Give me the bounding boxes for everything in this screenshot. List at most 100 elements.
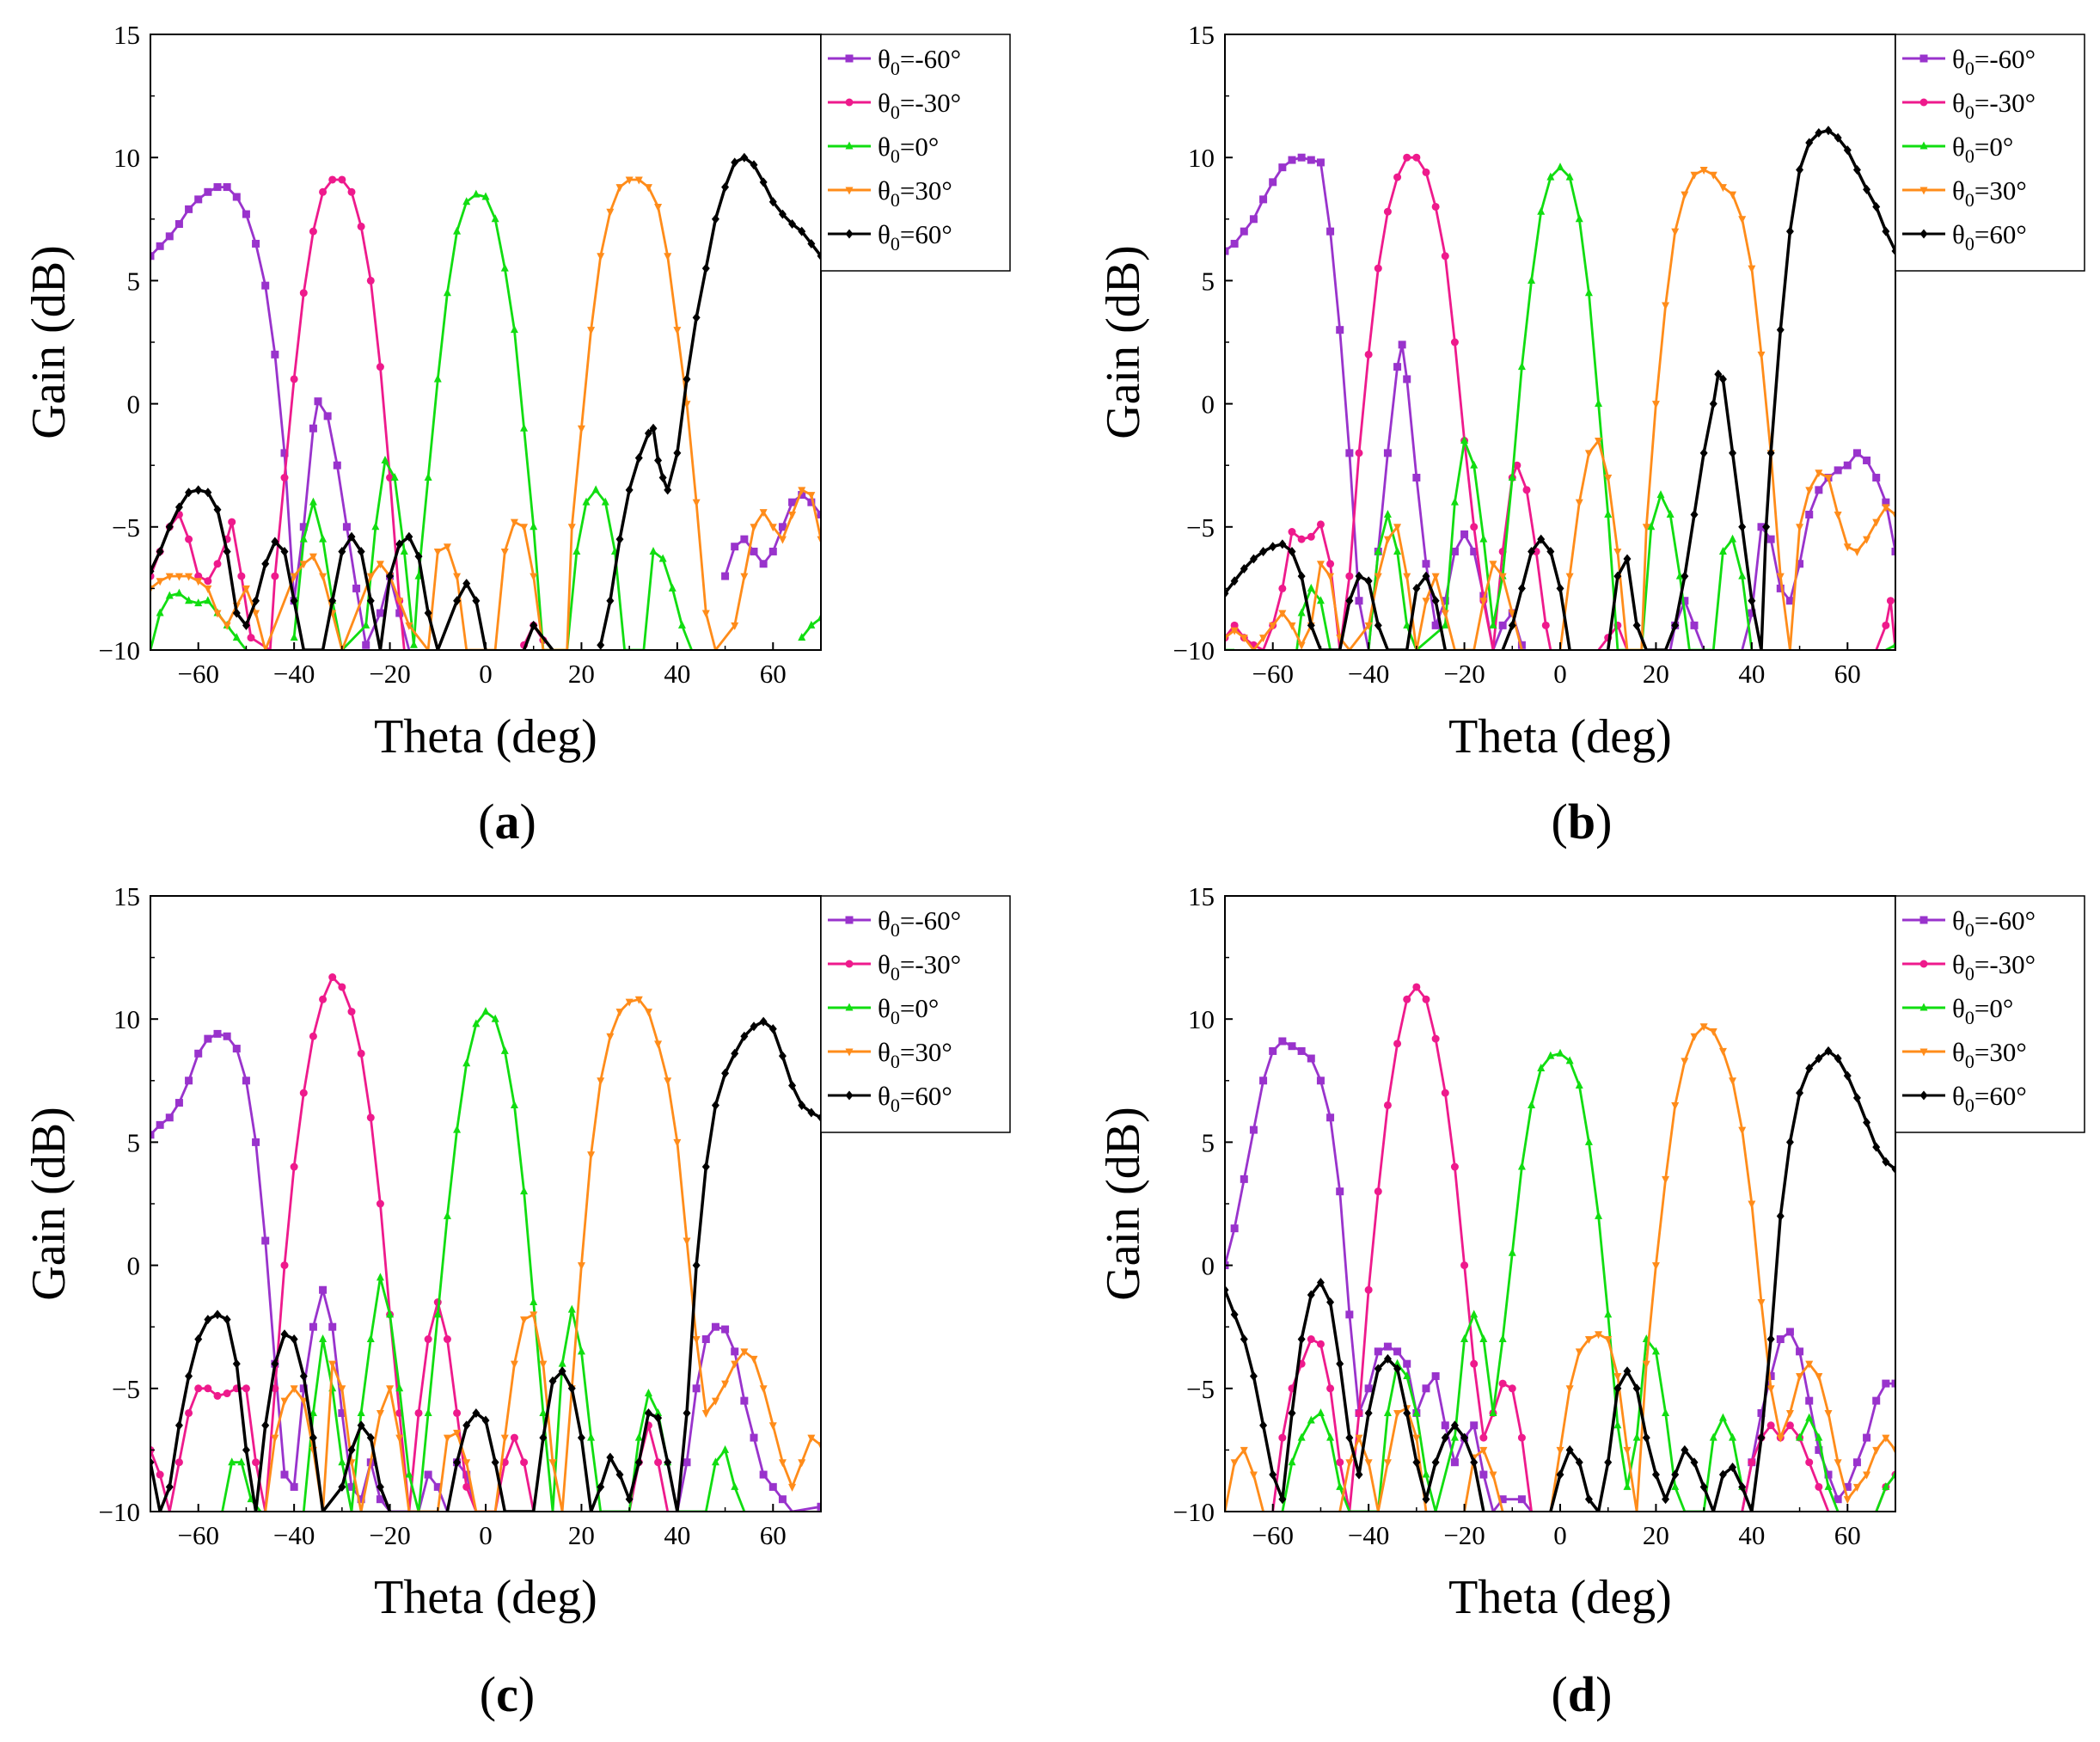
data-point bbox=[242, 620, 250, 630]
legend-label: θ0=-30° bbox=[1952, 949, 2036, 984]
data-point bbox=[213, 560, 222, 568]
chart-panel-1: −60 −40 −20 0 20 40 60 −10 −5 0 5 10 15 Theta (deg) Ga… bbox=[22, 20, 1011, 850]
data-point bbox=[1613, 1372, 1622, 1381]
data-point bbox=[1326, 1297, 1335, 1308]
data-point bbox=[1891, 511, 1895, 519]
data-point bbox=[1450, 497, 1459, 506]
y-tick-label: −10 bbox=[1173, 1497, 1215, 1527]
data-point bbox=[323, 412, 332, 420]
x-tick-label: 20 bbox=[568, 1520, 595, 1550]
data-point bbox=[1269, 1046, 1277, 1055]
data-point bbox=[740, 1348, 749, 1357]
data-point bbox=[472, 1019, 481, 1027]
data-point bbox=[1441, 610, 1449, 618]
data-point bbox=[1422, 560, 1430, 568]
data-point bbox=[204, 585, 212, 593]
data-point bbox=[1450, 1432, 1459, 1441]
data-point bbox=[1393, 524, 1402, 532]
data-point bbox=[1834, 1495, 1842, 1504]
data-point bbox=[237, 1457, 246, 1466]
data-point bbox=[1345, 596, 1354, 606]
data-point bbox=[1364, 1285, 1373, 1294]
data-point bbox=[1546, 1051, 1555, 1059]
data-point bbox=[1225, 247, 1229, 255]
data-point bbox=[788, 1483, 797, 1492]
data-point bbox=[1470, 460, 1479, 469]
data-point bbox=[1383, 1353, 1392, 1364]
data-point bbox=[1383, 536, 1392, 544]
data-point bbox=[185, 596, 193, 604]
data-point bbox=[1738, 216, 1747, 224]
data-point bbox=[271, 572, 279, 580]
data-point bbox=[625, 998, 634, 1007]
data-point bbox=[788, 498, 797, 506]
data-point bbox=[228, 518, 236, 526]
data-point bbox=[1662, 302, 1670, 310]
x-tick-label: 40 bbox=[1738, 1520, 1765, 1550]
data-point bbox=[1863, 1433, 1871, 1442]
x-tick-label: 40 bbox=[664, 1520, 690, 1550]
data-point bbox=[768, 524, 777, 532]
data-point bbox=[342, 523, 351, 531]
data-point bbox=[644, 1408, 652, 1418]
data-point bbox=[1326, 573, 1335, 581]
data-point bbox=[1565, 1385, 1574, 1394]
series-5 bbox=[150, 1016, 821, 1512]
data-point bbox=[1671, 1101, 1680, 1110]
y-axis-title: Gain (dB) bbox=[1097, 245, 1150, 439]
data-point bbox=[1796, 524, 1804, 532]
data-point bbox=[1336, 1481, 1344, 1490]
data-point bbox=[1278, 539, 1287, 549]
data-point bbox=[1316, 1408, 1325, 1416]
data-point bbox=[252, 610, 260, 618]
data-point bbox=[1815, 128, 1823, 138]
data-point bbox=[443, 1211, 451, 1219]
data-point bbox=[1604, 509, 1613, 518]
data-point bbox=[390, 473, 399, 482]
data-point bbox=[692, 1260, 701, 1271]
data-point bbox=[1604, 1457, 1613, 1468]
data-point bbox=[1528, 546, 1536, 556]
data-point bbox=[577, 1346, 585, 1355]
y-tick-label: −10 bbox=[1173, 635, 1215, 666]
data-point bbox=[1748, 1200, 1756, 1209]
data-point bbox=[319, 534, 328, 543]
data-point bbox=[405, 622, 413, 630]
data-point bbox=[1259, 195, 1268, 204]
data-point bbox=[1805, 1413, 1814, 1421]
chart-panel-4: −60 −40 −20 0 20 40 60 −10 −5 0 5 10 15 Theta (deg) Ga… bbox=[1097, 881, 2085, 1722]
data-point bbox=[759, 509, 768, 518]
data-point bbox=[1537, 534, 1546, 544]
data-point bbox=[1863, 536, 1871, 544]
data-point bbox=[271, 1434, 279, 1443]
data-point bbox=[1403, 620, 1411, 629]
data-point bbox=[1307, 1415, 1315, 1424]
data-point bbox=[692, 499, 701, 507]
data-point bbox=[1776, 1434, 1785, 1443]
data-point bbox=[1230, 1310, 1239, 1320]
data-point bbox=[280, 474, 289, 482]
data-point bbox=[1326, 1384, 1335, 1393]
legend: θ0=-60° θ0=-30° θ0=0° θ0=30° θ0=60° bbox=[1895, 895, 2085, 1133]
data-point bbox=[472, 596, 481, 606]
data-point bbox=[433, 548, 442, 556]
data-point bbox=[1604, 1336, 1613, 1345]
data-point bbox=[1709, 399, 1717, 409]
y-tick-label: −5 bbox=[112, 1374, 140, 1404]
data-point bbox=[366, 596, 375, 606]
data-point bbox=[1681, 191, 1689, 199]
data-point bbox=[1355, 597, 1363, 605]
plot-area bbox=[1225, 126, 1895, 650]
data-point bbox=[1230, 239, 1239, 248]
data-point bbox=[156, 546, 164, 556]
x-tick-label: −20 bbox=[1443, 659, 1485, 689]
data-point bbox=[577, 1432, 585, 1443]
legend-entry: θ0=0° bbox=[1902, 993, 2013, 1028]
data-point bbox=[759, 1016, 768, 1027]
plot-frame bbox=[1224, 895, 1896, 1512]
data-point bbox=[683, 374, 691, 384]
data-point bbox=[309, 227, 317, 236]
data-point bbox=[223, 546, 231, 556]
data-point bbox=[232, 1359, 241, 1369]
data-point bbox=[634, 1457, 643, 1468]
